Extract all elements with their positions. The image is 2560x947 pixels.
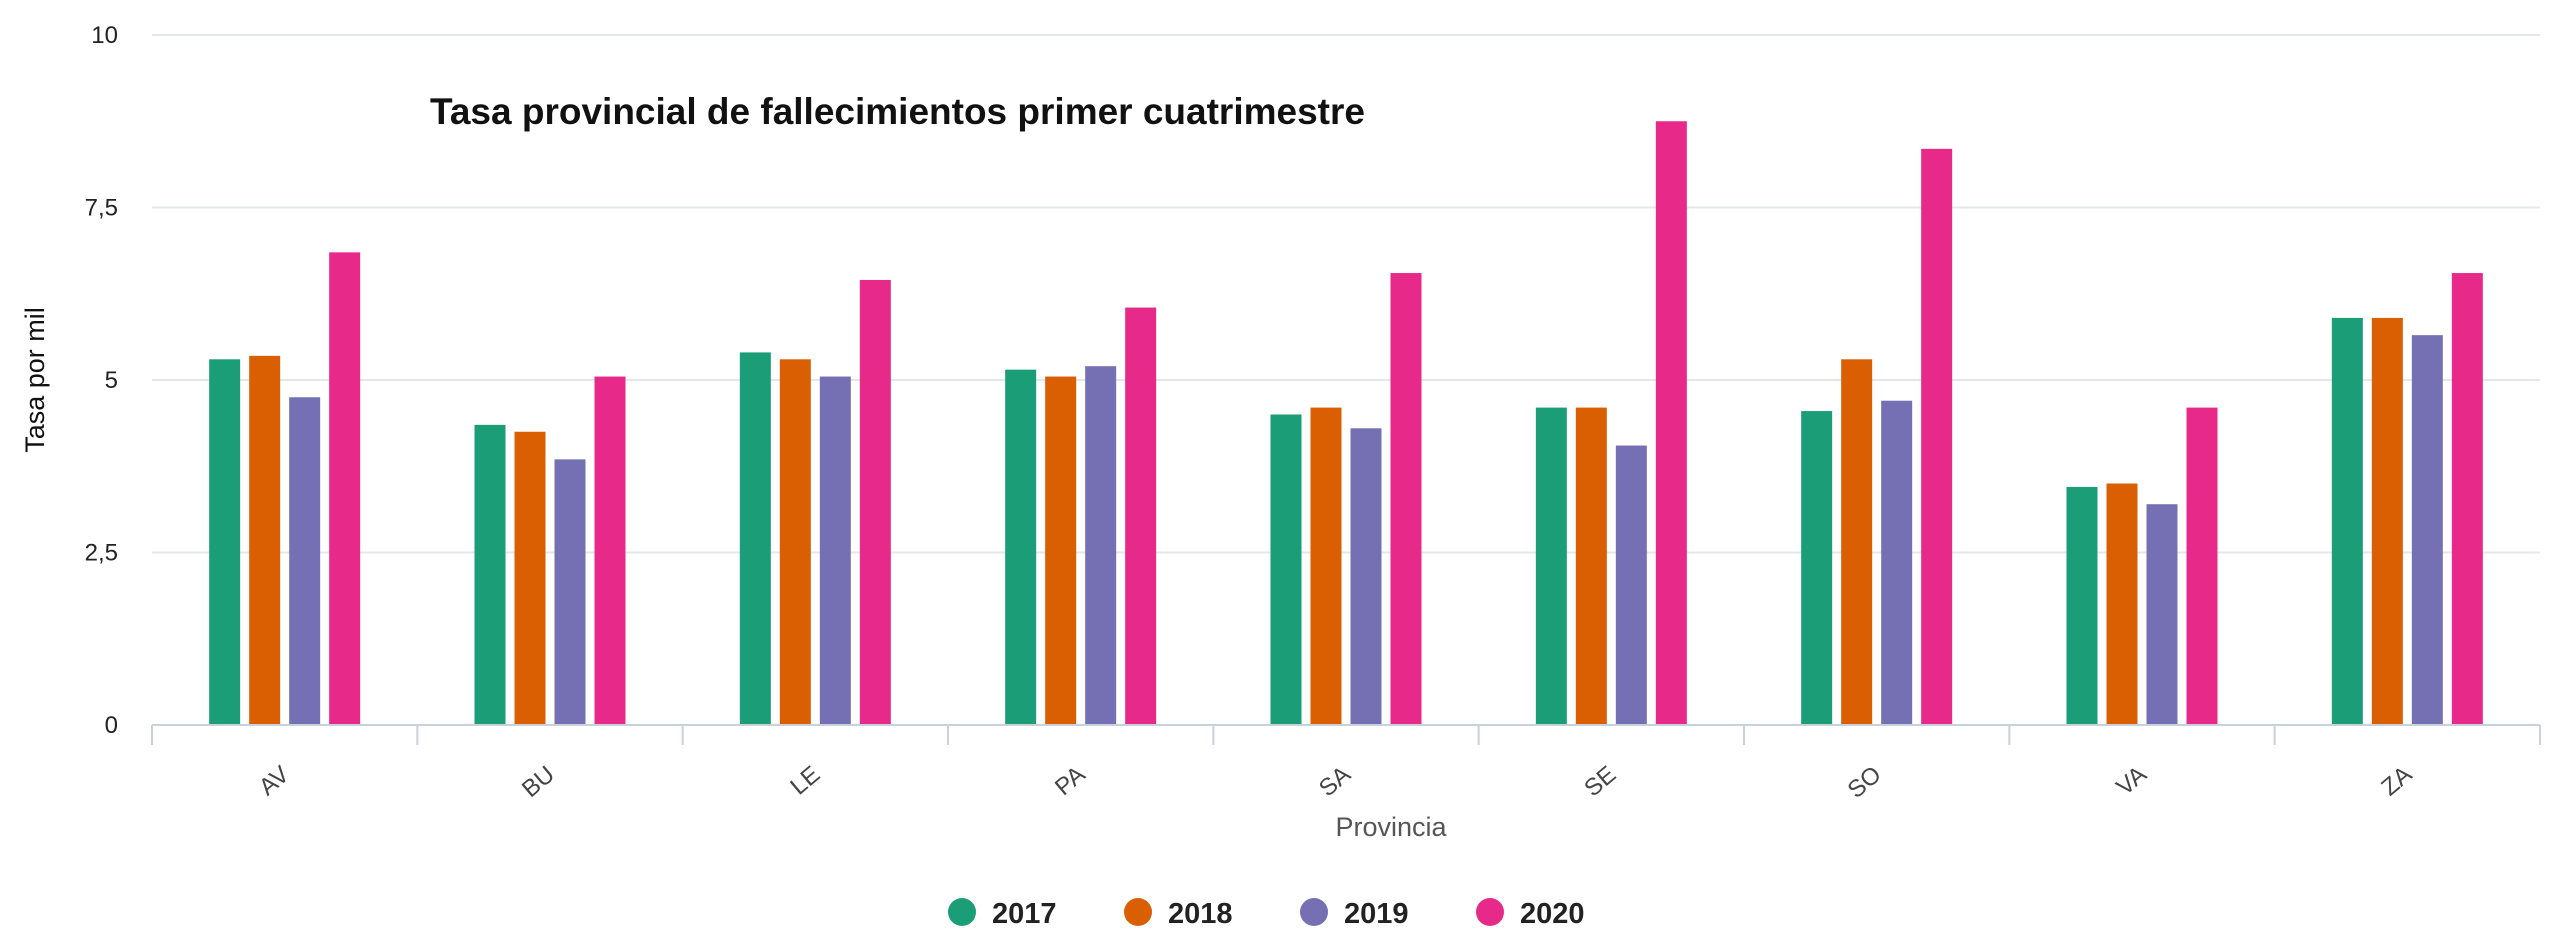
x-tick-label: SA [1314, 761, 1356, 802]
bar-av-2020 [329, 252, 361, 725]
bar-pa-2018 [1045, 376, 1077, 725]
bar-va-2017 [2066, 486, 2098, 725]
bar-bu-2017 [474, 424, 506, 725]
legend: 2017 2018 2019 2020 [948, 898, 1585, 930]
bar-za-2017 [2331, 317, 2363, 725]
legend-item-2020[interactable]: 2020 [1476, 898, 1585, 930]
bar-pa-2017 [1005, 369, 1037, 725]
bar-av-2018 [249, 355, 281, 725]
legend-marker [1476, 898, 1504, 926]
bar-bu-2020 [594, 376, 626, 725]
bar-sa-2019 [1350, 428, 1382, 725]
legend-item-2018[interactable]: 2018 [1124, 898, 1233, 930]
x-tick-label: BU [517, 761, 560, 803]
bar-se-2020 [1655, 121, 1687, 725]
bar-se-2017 [1535, 407, 1567, 725]
x-tick-label: VA [2111, 761, 2152, 801]
bar-bu-2019 [554, 459, 586, 725]
x-tick-label: ZA [2376, 761, 2417, 801]
legend-label: 2018 [1168, 898, 1233, 930]
bar-le-2017 [739, 352, 771, 725]
legend-label: 2017 [992, 898, 1057, 930]
legend-marker [1124, 898, 1152, 926]
y-tick-label: 2,5 [85, 540, 118, 567]
x-tick-label: LE [785, 761, 825, 801]
y-tick-label: 10 [91, 22, 118, 49]
bar-le-2019 [819, 376, 851, 725]
bar-sa-2020 [1390, 273, 1422, 725]
bar-za-2018 [2371, 317, 2403, 725]
legend-label: 2020 [1520, 898, 1585, 930]
bar-le-2020 [859, 279, 891, 725]
bar-av-2017 [209, 359, 241, 725]
y-tick-label: 0 [105, 712, 118, 739]
bar-bu-2018 [514, 431, 546, 725]
x-tick-label: PA [1050, 761, 1091, 801]
legend-item-2019[interactable]: 2019 [1300, 898, 1409, 930]
chart-title: Tasa provincial de fallecimientos primer… [430, 91, 1365, 132]
bar-se-2019 [1615, 445, 1647, 725]
bar-za-2020 [2451, 273, 2483, 725]
bar-av-2019 [289, 397, 321, 725]
bar-pa-2020 [1125, 307, 1157, 725]
y-axis-ticks: 0 2,5 5 7,5 10 [85, 22, 118, 739]
x-tick-label: SE [1579, 761, 1621, 802]
legend-marker [948, 898, 976, 926]
legend-label: 2019 [1344, 898, 1409, 930]
bar-se-2018 [1575, 407, 1607, 725]
bar-va-2020 [2186, 407, 2218, 725]
bar-le-2018 [779, 359, 811, 725]
bar-so-2017 [1801, 411, 1833, 725]
bar-sa-2018 [1310, 407, 1342, 725]
x-tick-label: AV [254, 761, 295, 801]
grid-lines [152, 34, 2540, 554]
x-tick-label: SO [1843, 761, 1887, 804]
legend-item-2017[interactable]: 2017 [948, 898, 1057, 930]
y-tick-label: 7,5 [85, 195, 118, 222]
legend-marker [1300, 898, 1328, 926]
bar-pa-2019 [1085, 366, 1117, 725]
x-axis: AV BU LE PA SA SE SO VA ZA [151, 724, 2541, 804]
bar-so-2020 [1921, 148, 1953, 726]
bar-va-2019 [2146, 504, 2178, 725]
bar-so-2019 [1881, 400, 1913, 725]
bar-za-2019 [2411, 335, 2443, 725]
y-tick-label: 5 [105, 367, 118, 394]
bar-va-2018 [2106, 483, 2138, 725]
y-axis-title: Tasa por mil [20, 307, 50, 453]
bars [209, 121, 2483, 726]
bar-so-2018 [1841, 359, 1873, 725]
bar-sa-2017 [1270, 414, 1302, 725]
x-axis-title: Provincia [1335, 812, 1447, 842]
